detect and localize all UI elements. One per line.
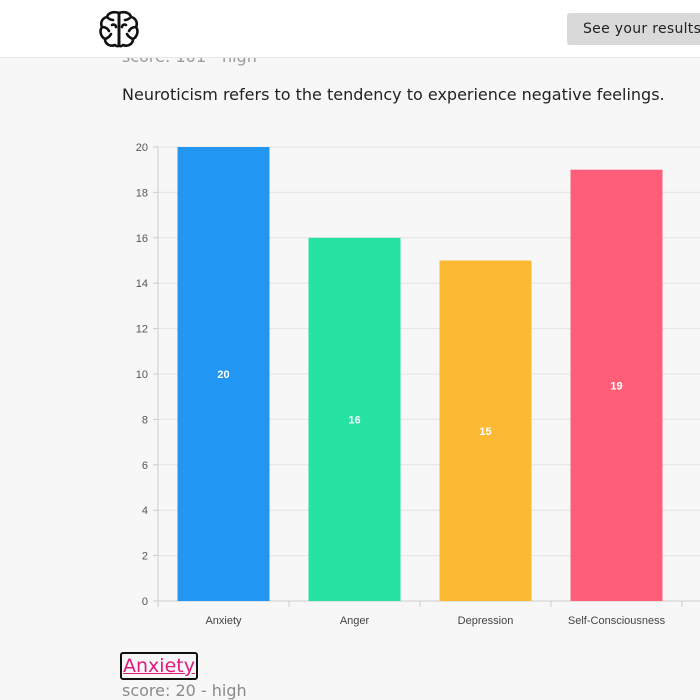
y-tick-label: 16	[136, 233, 148, 245]
y-tick-label: 20	[136, 142, 148, 154]
see-results-button[interactable]: See your results	[567, 13, 700, 45]
x-category-label: Depression	[458, 615, 514, 627]
y-tick-label: 10	[136, 369, 148, 381]
bar	[570, 169, 663, 601]
bar-value-label: 15	[479, 426, 491, 438]
subsection-score: score: 20 - high	[122, 681, 247, 700]
y-tick-label: 0	[142, 596, 148, 608]
y-tick-label: 2	[142, 551, 148, 563]
brain-icon[interactable]	[99, 10, 139, 48]
y-tick-label: 18	[136, 187, 148, 199]
bar-value-label: 16	[348, 414, 360, 426]
x-category-label: Self-Consciousness	[568, 615, 666, 627]
bar	[439, 260, 532, 601]
subsection-heading-link[interactable]: Anxiety	[120, 652, 198, 680]
y-tick-label: 8	[142, 414, 148, 426]
x-category-label: Anxiety	[205, 615, 242, 627]
bar	[308, 237, 401, 602]
y-tick-label: 14	[136, 278, 148, 290]
x-category-label: Anger	[340, 615, 370, 627]
y-tick-label: 12	[136, 324, 148, 336]
bar-value-label: 20	[217, 369, 229, 381]
top-header: See your results	[0, 0, 700, 58]
bar-value-label: 19	[610, 380, 622, 392]
y-tick-label: 4	[142, 505, 148, 517]
section-description: Neuroticism refers to the tendency to ex…	[122, 85, 665, 104]
y-tick-label: 6	[142, 460, 148, 472]
bar	[177, 147, 270, 601]
